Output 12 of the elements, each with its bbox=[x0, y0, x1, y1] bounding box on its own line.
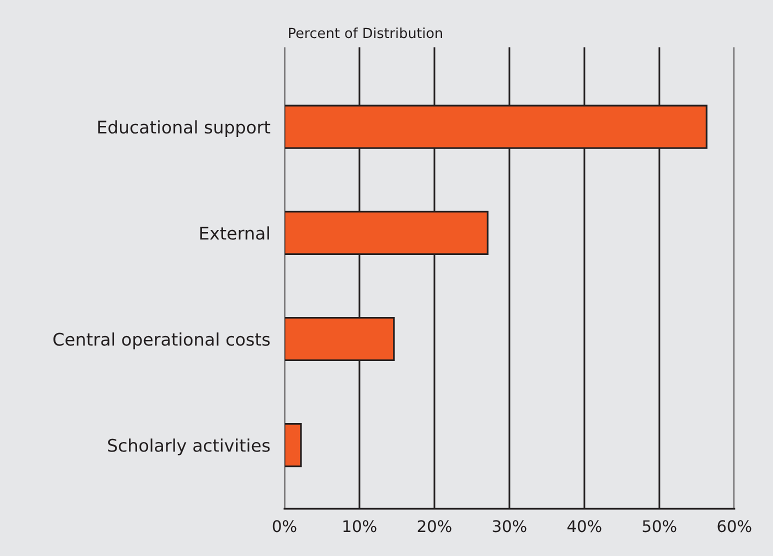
x-tick-label: 30% bbox=[492, 520, 526, 532]
x-tick-label: 10% bbox=[343, 520, 376, 532]
y-tick-label: Educational support bbox=[98, 120, 270, 138]
x-tick-label: 0% bbox=[272, 520, 296, 532]
y-tick-label: External bbox=[200, 226, 269, 240]
y-tick-label: Scholarly activities bbox=[108, 438, 270, 456]
x-tick-label: 50% bbox=[642, 520, 676, 532]
x-axis-title: Percent of Distribution bbox=[289, 27, 442, 38]
y-tick-label: Central operational costs bbox=[53, 332, 270, 350]
x-tick-label: 20% bbox=[418, 520, 452, 532]
x-tick-label: 40% bbox=[567, 520, 602, 532]
x-tick-label: 60% bbox=[718, 520, 752, 532]
